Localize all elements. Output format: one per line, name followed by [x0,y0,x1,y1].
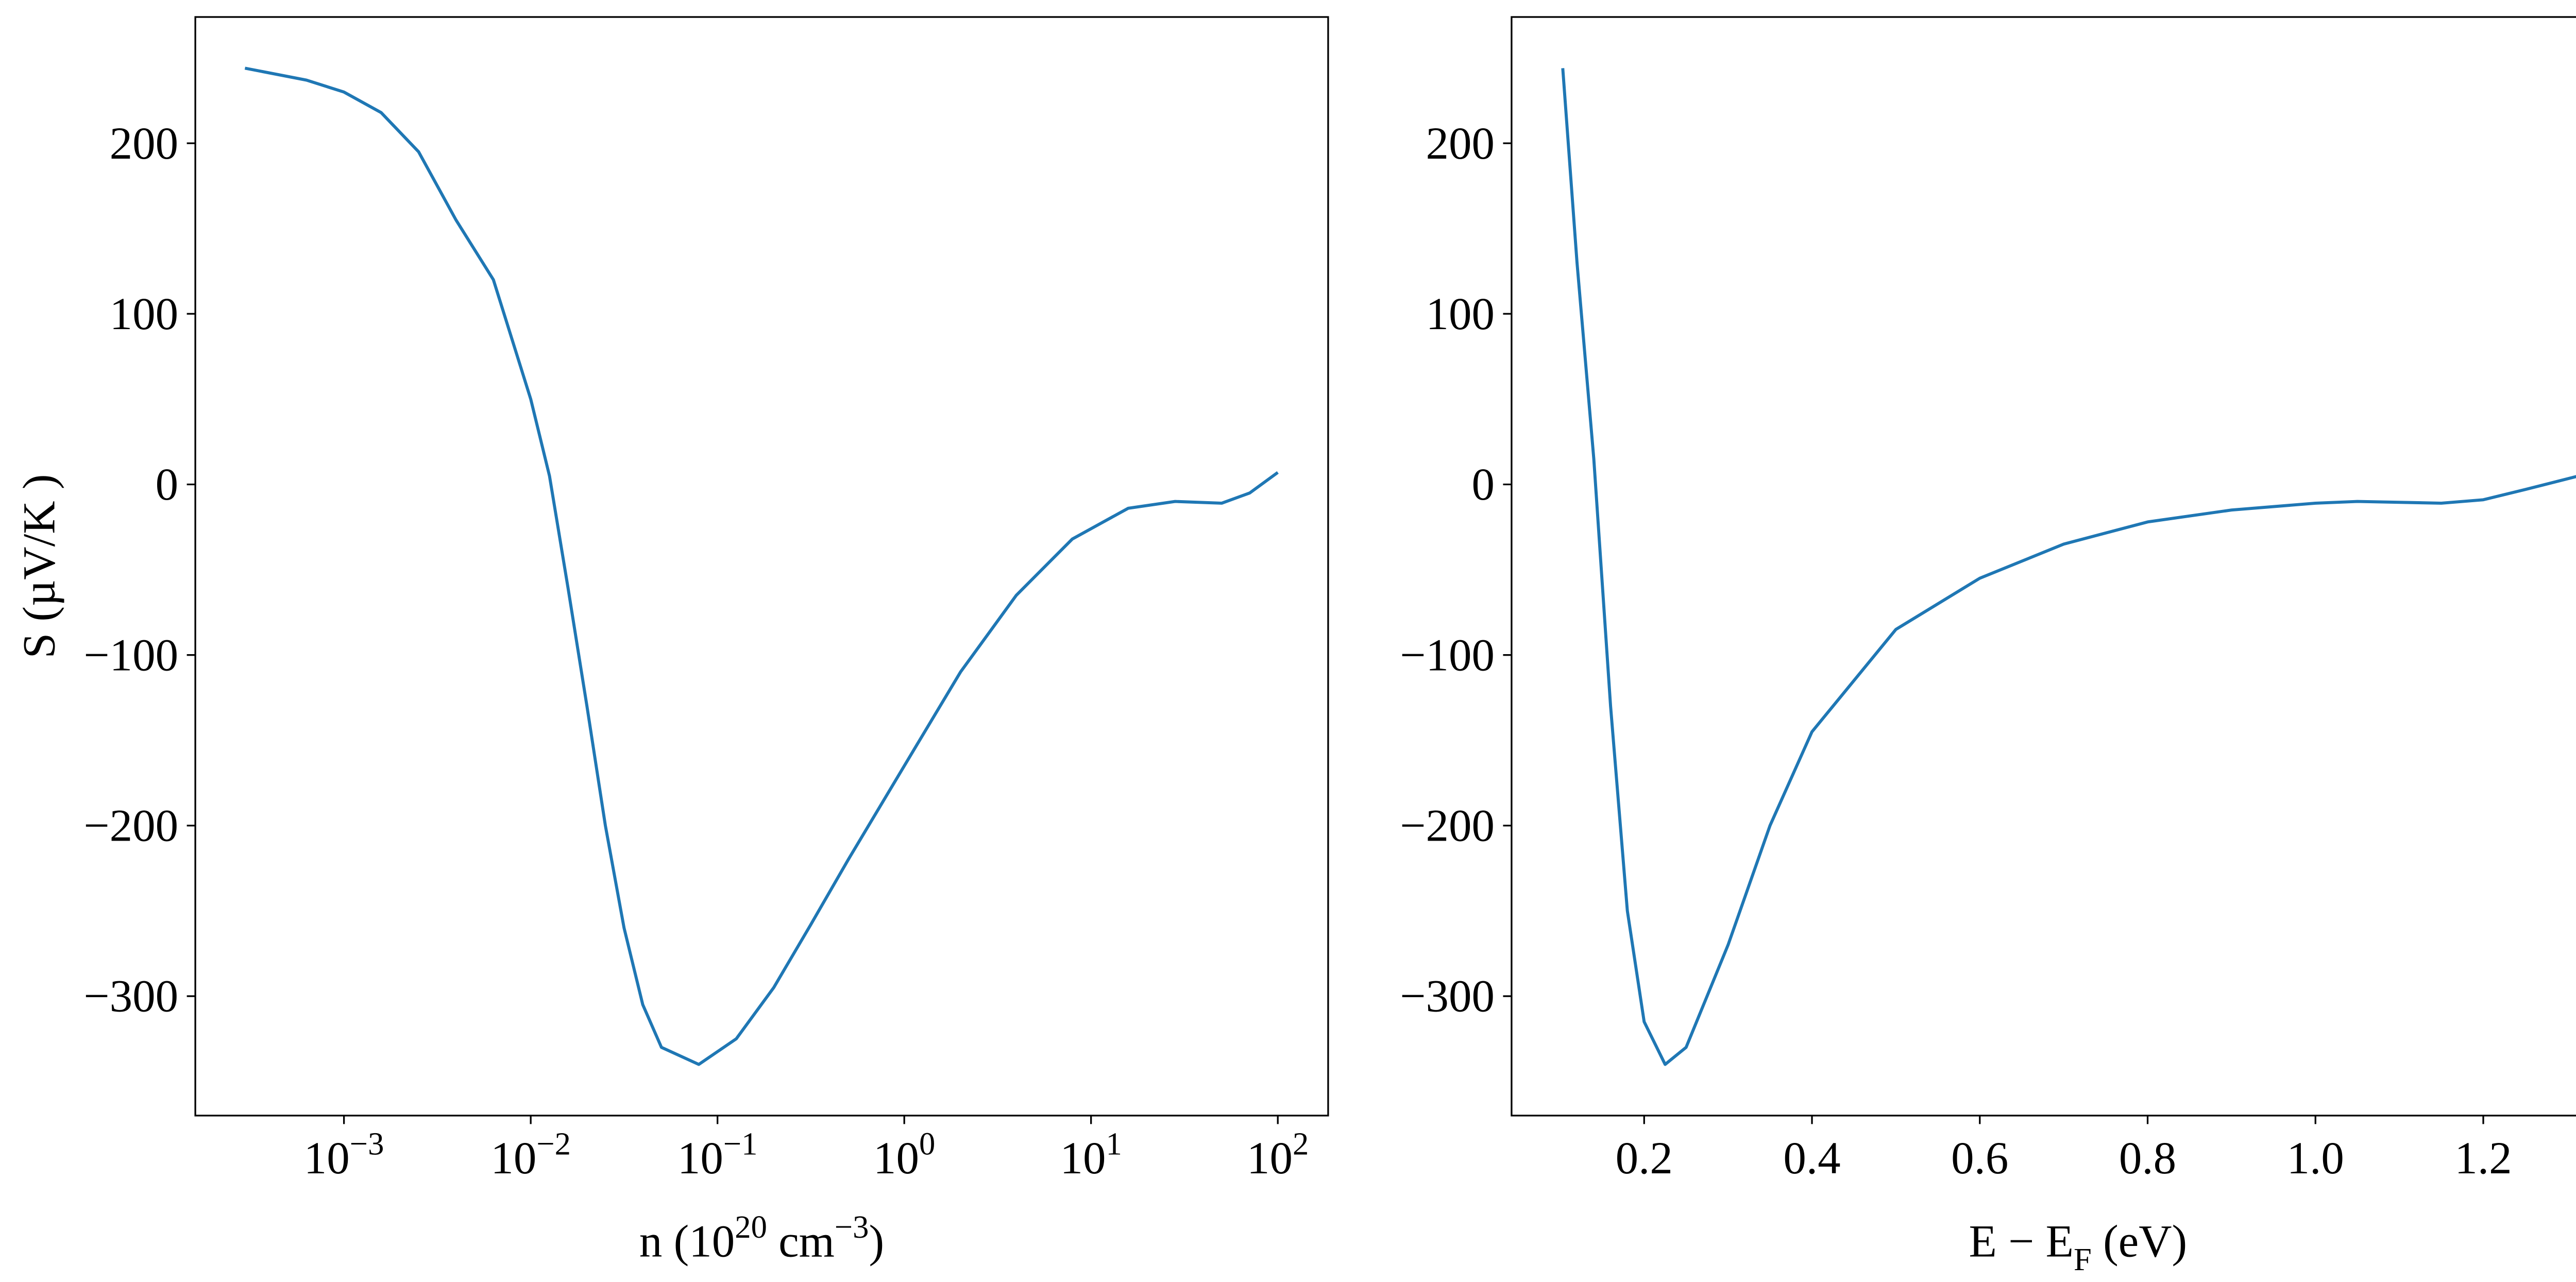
x-tick-label: 0.2 [1616,1133,1673,1184]
x-tick-label: 102 [1247,1126,1309,1184]
x-label-part: 20 [735,1209,767,1245]
x-tick-label: 1.0 [2287,1133,2344,1184]
y-tick-label: 100 [110,289,179,339]
y-tick-label: −200 [83,801,178,851]
tick-base: 10 [873,1133,919,1184]
y-tick-label: −300 [83,971,178,1022]
y-tick-label: 0 [156,459,179,510]
x-label-part: n (10 [639,1217,735,1267]
y-tick-label: 200 [110,118,179,169]
x-axis-label: n (1020 cm−3) [639,1209,884,1267]
x-label-part: −3 [835,1209,869,1245]
data-line [1561,68,2576,1066]
x-tick-label: 0.8 [2119,1133,2176,1184]
y-axis-label: S (µV/K ) [14,474,64,659]
tick-exponent: 1 [1106,1126,1122,1162]
plot-frame [194,16,1329,1117]
y-tick-label: 100 [1426,289,1495,339]
y-tick-label: 0 [1471,459,1495,510]
tick-base: 10 [1060,1133,1106,1184]
x-tick-label: 101 [1060,1126,1122,1184]
x-tick-label: 100 [873,1126,935,1184]
y-tick-label: −200 [1400,801,1495,851]
tick-exponent: −3 [350,1126,384,1162]
y-tick-label: −100 [1400,630,1495,680]
tick-exponent: 0 [919,1126,935,1162]
x-label-part: cm [767,1217,835,1267]
x-axis-label: E − EF (eV) [1969,1217,2188,1277]
x-tick-label: 0.4 [1783,1133,1840,1184]
x-tick-label: 0.6 [1951,1133,2008,1184]
tick-exponent: 2 [1293,1126,1309,1162]
tick-base: 10 [490,1133,536,1184]
x-label-part: ) [869,1217,885,1267]
tick-base: 10 [1247,1133,1293,1184]
x-tick-label: 10−3 [304,1126,384,1184]
data-line [244,66,1279,1066]
x-label-part: E − E [1969,1217,2074,1267]
y-tick-label: 200 [1426,118,1495,169]
tick-base: 10 [677,1133,723,1184]
y-tick-label: −100 [83,630,178,680]
tick-base: 10 [304,1133,350,1184]
tick-exponent: −2 [536,1126,571,1162]
plot-frame [1511,16,2576,1117]
x-tick-label: 1.2 [2454,1133,2512,1184]
x-label-part: F [2074,1241,2092,1277]
x-label-part: (eV) [2092,1217,2187,1267]
y-tick-label: −300 [1400,971,1495,1022]
x-tick-label: 10−1 [677,1126,758,1184]
tick-exponent: −1 [723,1126,758,1162]
x-tick-label: 10−2 [490,1126,571,1184]
